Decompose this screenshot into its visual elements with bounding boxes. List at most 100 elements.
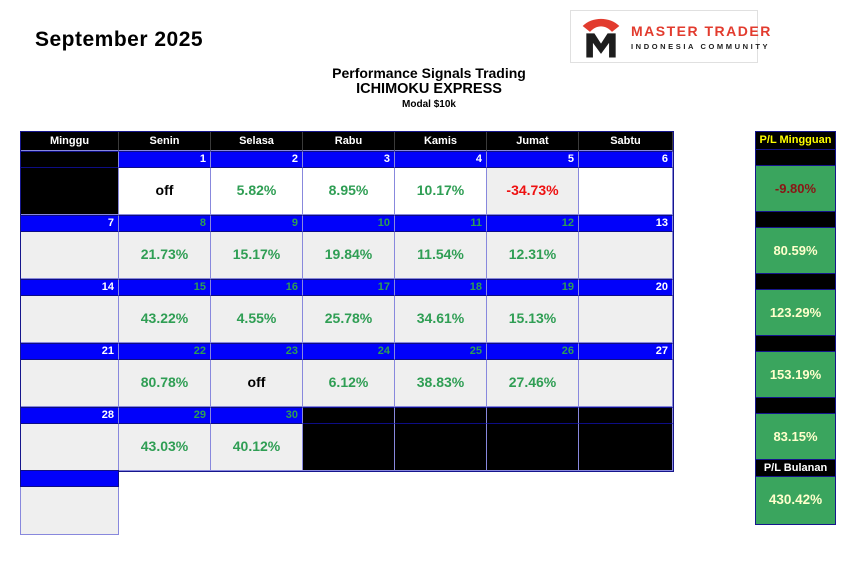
date-cell: 26 bbox=[487, 343, 579, 360]
report-title-line2: ICHIMOKU EXPRESS bbox=[356, 81, 502, 97]
pl-weekly-value: 83.15% bbox=[756, 414, 835, 460]
date-cell: 7 bbox=[21, 215, 119, 232]
value-cell-off: off bbox=[119, 168, 211, 215]
date-cell: 13 bbox=[579, 215, 673, 232]
pl-weekly-value: 153.19% bbox=[756, 352, 835, 398]
value-cell-negative: -34.73% bbox=[487, 168, 579, 215]
date-cell: 3 bbox=[303, 151, 395, 168]
value-cell: 27.46% bbox=[487, 360, 579, 407]
value-cell: 15.13% bbox=[487, 296, 579, 343]
date-cell: 2 bbox=[211, 151, 303, 168]
value-cell bbox=[21, 168, 119, 215]
pl-panel: P/L Mingguan -9.80% 80.59% 123.29% 153.1… bbox=[755, 131, 836, 525]
value-cell bbox=[20, 487, 119, 535]
pl-weekly-value: 80.59% bbox=[756, 228, 835, 274]
date-cell: 12 bbox=[487, 215, 579, 232]
date-cell: 8 bbox=[119, 215, 211, 232]
value-cell: 6.12% bbox=[303, 360, 395, 407]
value-cell bbox=[21, 296, 119, 343]
report-title-block: Performance Signals Trading ICHIMOKU EXP… bbox=[0, 65, 858, 110]
value-cell: 80.78% bbox=[119, 360, 211, 407]
value-cell bbox=[579, 168, 673, 215]
pl-monthly-value: 430.42% bbox=[756, 477, 835, 524]
pl-weekly-header: P/L Mingguan bbox=[756, 132, 835, 150]
date-cell: 22 bbox=[119, 343, 211, 360]
value-cell: 4.55% bbox=[211, 296, 303, 343]
date-cell: 19 bbox=[487, 279, 579, 296]
logo-text: MASTER TRADER INDONESIA COMMUNITY bbox=[631, 23, 772, 51]
date-cell: 24 bbox=[303, 343, 395, 360]
date-cell: 18 bbox=[395, 279, 487, 296]
day-header-rabu: Rabu bbox=[303, 132, 395, 151]
date-cell bbox=[21, 151, 119, 168]
value-cell: 43.22% bbox=[119, 296, 211, 343]
value-cell bbox=[21, 360, 119, 407]
value-cell bbox=[487, 424, 579, 471]
date-cell: 11 bbox=[395, 215, 487, 232]
performance-calendar: Minggu Senin Selasa Rabu Kamis Jumat Sab… bbox=[20, 131, 674, 472]
value-cell: 38.83% bbox=[395, 360, 487, 407]
day-header-selasa: Selasa bbox=[211, 132, 303, 151]
month-title: September 2025 bbox=[35, 28, 204, 51]
report-title-line1: Performance Signals Trading bbox=[332, 65, 526, 81]
logo-subtitle: INDONESIA COMMUNITY bbox=[631, 41, 771, 51]
day-header-minggu: Minggu bbox=[21, 132, 119, 151]
date-cell: 21 bbox=[21, 343, 119, 360]
date-cell bbox=[487, 407, 579, 424]
date-cell bbox=[579, 407, 673, 424]
date-cell: 25 bbox=[395, 343, 487, 360]
report-title-line3: Modal $10k bbox=[402, 99, 456, 110]
date-cell: 6 bbox=[579, 151, 673, 168]
date-cell: 28 bbox=[21, 407, 119, 424]
value-cell bbox=[303, 424, 395, 471]
day-header-sabtu: Sabtu bbox=[579, 132, 673, 151]
date-cell: 30 bbox=[211, 407, 303, 424]
brand-logo: MASTER TRADER INDONESIA COMMUNITY bbox=[570, 10, 770, 63]
pl-panel-spacer bbox=[756, 150, 835, 166]
value-cell: 15.17% bbox=[211, 232, 303, 279]
date-cell: 23 bbox=[211, 343, 303, 360]
value-cell bbox=[579, 296, 673, 343]
logo-brand-name: MASTER TRADER bbox=[631, 22, 772, 39]
value-cell: 5.82% bbox=[211, 168, 303, 215]
value-cell: 21.73% bbox=[119, 232, 211, 279]
value-cell: 25.78% bbox=[303, 296, 395, 343]
pl-panel-spacer bbox=[756, 336, 835, 352]
value-cell bbox=[21, 232, 119, 279]
value-cell: 40.12% bbox=[211, 424, 303, 471]
date-cell: 16 bbox=[211, 279, 303, 296]
date-cell: 15 bbox=[119, 279, 211, 296]
date-cell: 1 bbox=[119, 151, 211, 168]
value-cell: 10.17% bbox=[395, 168, 487, 215]
date-cell bbox=[395, 407, 487, 424]
pl-weekly-value: -9.80% bbox=[756, 166, 835, 212]
date-cell: 9 bbox=[211, 215, 303, 232]
value-cell: 43.03% bbox=[119, 424, 211, 471]
day-header-kamis: Kamis bbox=[395, 132, 487, 151]
partial-week-row bbox=[20, 470, 119, 535]
date-cell: 4 bbox=[395, 151, 487, 168]
value-cell-off: off bbox=[211, 360, 303, 407]
date-cell: 17 bbox=[303, 279, 395, 296]
date-cell: 27 bbox=[579, 343, 673, 360]
value-cell: 11.54% bbox=[395, 232, 487, 279]
value-cell: 34.61% bbox=[395, 296, 487, 343]
value-cell bbox=[579, 424, 673, 471]
value-cell: 12.31% bbox=[487, 232, 579, 279]
date-cell bbox=[303, 407, 395, 424]
day-header-senin: Senin bbox=[119, 132, 211, 151]
value-cell bbox=[395, 424, 487, 471]
pl-panel-spacer bbox=[756, 274, 835, 290]
date-cell: 29 bbox=[119, 407, 211, 424]
pl-panel-spacer bbox=[756, 212, 835, 228]
pl-monthly-header: P/L Bulanan bbox=[756, 460, 835, 477]
value-cell: 8.95% bbox=[303, 168, 395, 215]
date-cell: 14 bbox=[21, 279, 119, 296]
date-cell: 10 bbox=[303, 215, 395, 232]
date-cell: 20 bbox=[579, 279, 673, 296]
date-cell bbox=[20, 470, 119, 487]
pl-weekly-value: 123.29% bbox=[756, 290, 835, 336]
value-cell bbox=[21, 424, 119, 471]
value-cell bbox=[579, 232, 673, 279]
